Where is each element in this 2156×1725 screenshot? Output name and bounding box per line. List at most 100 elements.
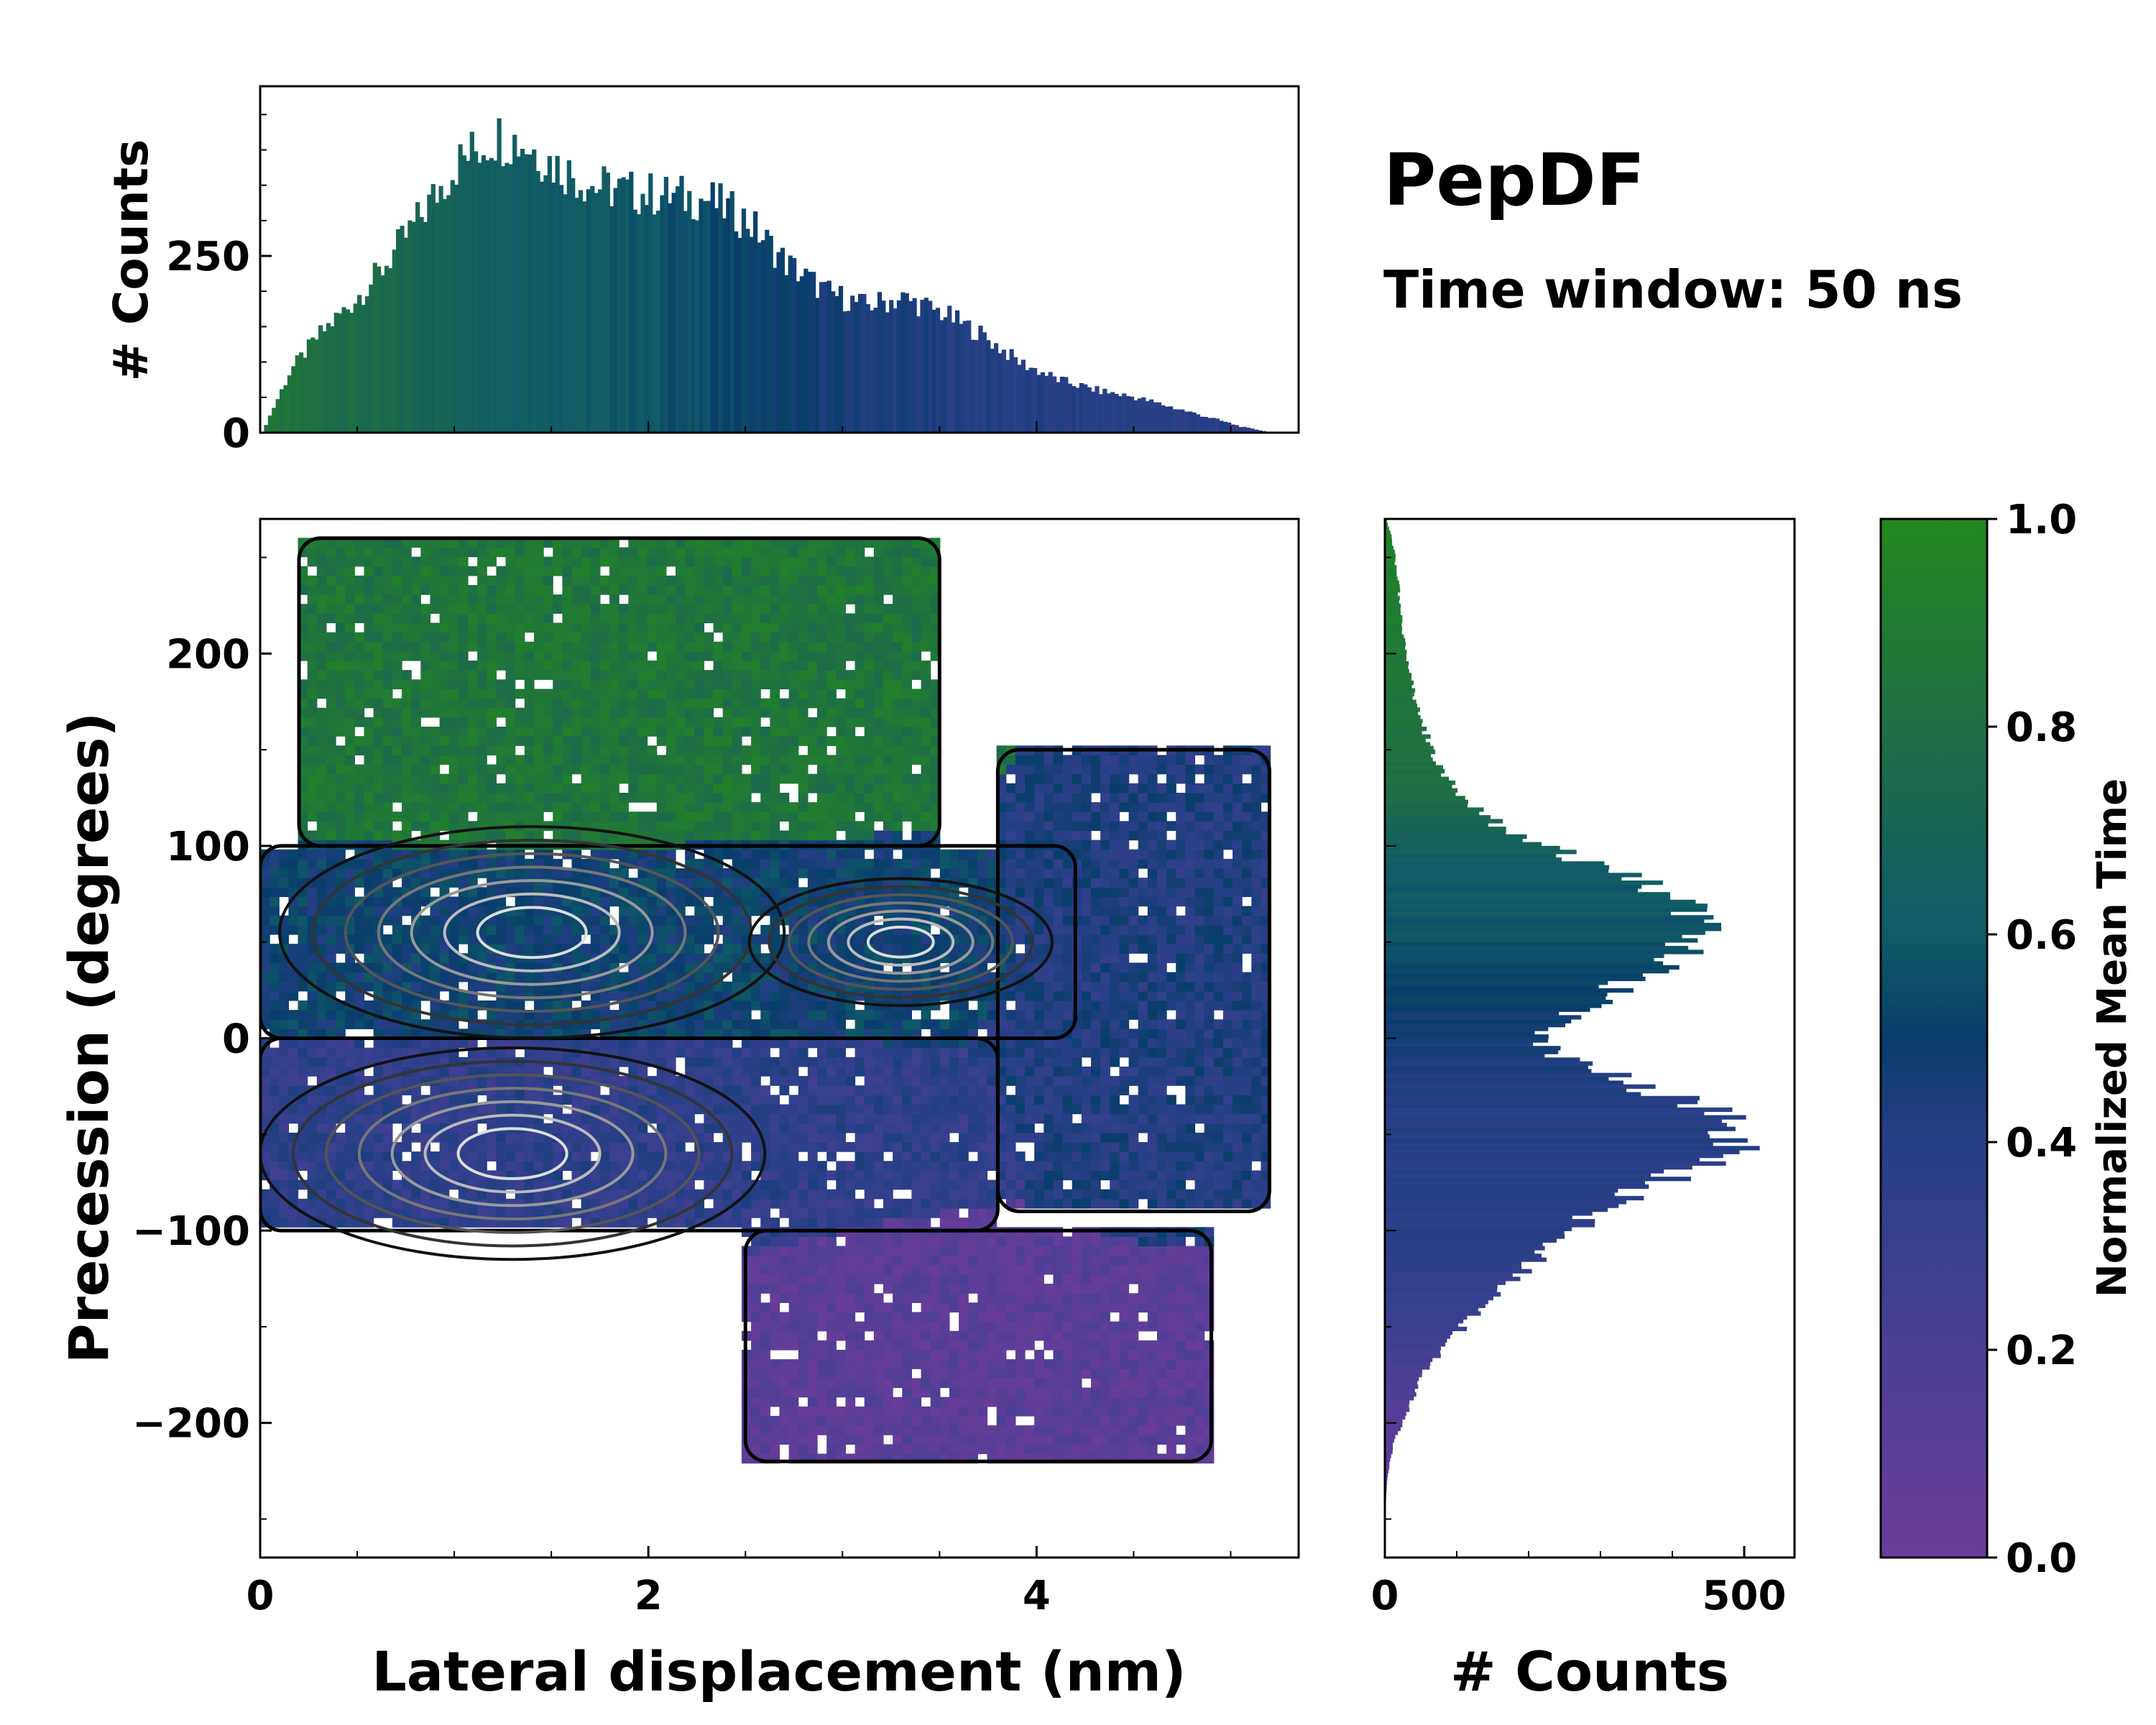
heatmap-cell xyxy=(713,811,724,822)
heatmap-cell xyxy=(788,1397,799,1407)
top-histogram-bar xyxy=(1203,417,1208,433)
heatmap-cell xyxy=(807,1000,818,1011)
heatmap-cell xyxy=(307,990,318,1001)
heatmap-cell xyxy=(864,868,875,878)
heatmap-cell xyxy=(298,1161,308,1172)
heatmap-cell xyxy=(704,641,714,652)
heatmap-cell xyxy=(704,783,714,794)
heatmap-cell xyxy=(732,689,742,699)
heatmap-cell xyxy=(590,830,601,841)
heatmap-cell xyxy=(798,1246,808,1256)
heatmap-cell xyxy=(402,575,412,586)
heatmap-cell xyxy=(619,604,629,614)
heatmap-cell xyxy=(448,1095,459,1105)
heatmap-cell xyxy=(316,604,327,614)
heatmap-cell xyxy=(798,1076,808,1086)
heatmap-cell xyxy=(704,887,714,898)
heatmap-cell xyxy=(581,755,591,765)
heatmap-cell xyxy=(751,1189,761,1200)
heatmap-cell xyxy=(665,990,676,1001)
heatmap-cell xyxy=(609,783,619,794)
heatmap-cell xyxy=(420,661,431,671)
heatmap-cell xyxy=(553,792,563,803)
top-histogram-bar xyxy=(1130,396,1135,433)
heatmap-cell xyxy=(788,1113,799,1124)
heatmap-cell xyxy=(665,755,676,765)
heatmap-cell xyxy=(382,727,393,737)
heatmap-cell xyxy=(316,661,327,671)
heatmap-cell xyxy=(694,556,705,567)
heatmap-cell xyxy=(448,1142,459,1152)
heatmap-cell xyxy=(694,924,705,935)
heatmap-cell xyxy=(562,953,573,964)
heatmap-cell xyxy=(458,717,469,727)
heatmap-cell xyxy=(345,717,355,727)
heatmap-cell xyxy=(581,604,591,614)
heatmap-cell xyxy=(779,1132,790,1143)
heatmap-cell xyxy=(807,1425,818,1435)
heatmap-cell xyxy=(779,858,790,869)
heatmap-cell xyxy=(826,650,837,661)
heatmap-cell xyxy=(298,915,308,926)
top-histogram-bar xyxy=(1164,406,1169,433)
heatmap-cell xyxy=(392,556,402,567)
heatmap-cell xyxy=(458,556,469,567)
heatmap-cell xyxy=(704,1047,714,1058)
heatmap-cell xyxy=(562,689,573,699)
heatmap-cell xyxy=(619,755,629,765)
heatmap-cell xyxy=(760,1123,770,1133)
heatmap-cell xyxy=(477,679,487,690)
top-histogram-frame xyxy=(259,85,1300,434)
heatmap-cell xyxy=(807,689,818,699)
heatmap-cell xyxy=(798,632,808,643)
heatmap-cell xyxy=(515,641,525,652)
heatmap-cell xyxy=(788,594,799,604)
heatmap-cell xyxy=(468,858,478,869)
heatmap-cell xyxy=(487,641,497,652)
heatmap-cell xyxy=(402,641,412,652)
heatmap-cell xyxy=(430,906,441,916)
top-histogram-bar xyxy=(314,339,319,433)
heatmap-cell xyxy=(430,773,441,784)
top-histogram-bar xyxy=(1230,424,1235,433)
top-histogram-bar xyxy=(528,155,533,433)
heatmap-cell xyxy=(392,1029,402,1039)
heatmap-cell xyxy=(336,934,346,944)
top-histogram-bar xyxy=(566,160,571,433)
heatmap-cell xyxy=(751,1368,761,1379)
heatmap-cell xyxy=(411,707,421,718)
top-histogram-bar xyxy=(571,178,576,433)
top-histogram-bar xyxy=(823,282,828,433)
heatmap-cell xyxy=(533,1104,544,1115)
heatmap-cell xyxy=(382,566,393,576)
heatmap-cell xyxy=(487,1132,497,1143)
heatmap-cell xyxy=(854,1293,865,1303)
heatmap-cell xyxy=(571,670,582,680)
heatmap-cell xyxy=(770,1218,780,1228)
heatmap-cell xyxy=(590,1104,601,1115)
heatmap-cell xyxy=(807,878,818,888)
heatmap-cell xyxy=(836,1104,847,1115)
heatmap-cell xyxy=(760,1330,770,1341)
heatmap-cell xyxy=(354,661,365,671)
heatmap-cell xyxy=(656,773,667,784)
heatmap-cell xyxy=(770,1057,780,1067)
heatmap-cell xyxy=(732,878,742,888)
heatmap-cell xyxy=(298,1142,308,1152)
heatmap-cell xyxy=(505,1095,516,1105)
heatmap-cell xyxy=(751,1151,761,1162)
heatmap-cell xyxy=(760,896,770,907)
heatmap-cell xyxy=(496,1000,507,1011)
heatmap-cell xyxy=(713,538,724,548)
heatmap-cell xyxy=(694,650,705,661)
heatmap-cell xyxy=(751,1293,761,1303)
heatmap-cell xyxy=(402,896,412,907)
heatmap-cell xyxy=(307,1057,318,1067)
heatmap-cell xyxy=(760,650,770,661)
heatmap-cell xyxy=(770,1151,780,1162)
heatmap-cell xyxy=(307,1066,318,1077)
heatmap-cell xyxy=(817,1095,827,1105)
heatmap-cell xyxy=(533,556,544,567)
heatmap-cell xyxy=(420,679,431,690)
heatmap-cell xyxy=(533,594,544,604)
